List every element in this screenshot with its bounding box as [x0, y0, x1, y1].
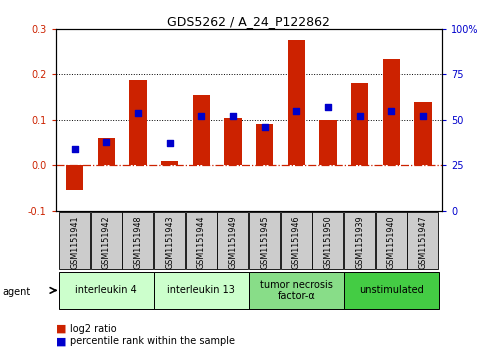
FancyBboxPatch shape — [154, 272, 249, 309]
Point — [261, 124, 269, 130]
Point — [324, 104, 332, 110]
FancyBboxPatch shape — [217, 212, 248, 269]
Point — [102, 139, 110, 144]
FancyBboxPatch shape — [59, 272, 154, 309]
FancyBboxPatch shape — [154, 212, 185, 269]
Point — [71, 146, 78, 152]
Text: log2 ratio: log2 ratio — [70, 323, 117, 334]
Text: agent: agent — [2, 287, 30, 297]
Text: GSM1151950: GSM1151950 — [324, 215, 332, 269]
Text: percentile rank within the sample: percentile rank within the sample — [70, 336, 235, 346]
Text: GSM1151941: GSM1151941 — [70, 215, 79, 269]
FancyBboxPatch shape — [344, 212, 375, 269]
FancyBboxPatch shape — [249, 272, 344, 309]
Bar — [129, 80, 147, 165]
Point — [166, 140, 173, 146]
Text: ■: ■ — [56, 336, 66, 346]
FancyBboxPatch shape — [344, 272, 439, 309]
Bar — [161, 160, 178, 165]
Text: GSM1151947: GSM1151947 — [418, 215, 427, 269]
FancyBboxPatch shape — [59, 212, 90, 269]
FancyBboxPatch shape — [376, 212, 407, 269]
FancyBboxPatch shape — [249, 212, 280, 269]
Text: GSM1151943: GSM1151943 — [165, 215, 174, 269]
Point — [292, 108, 300, 114]
Bar — [193, 95, 210, 165]
Bar — [414, 102, 432, 165]
Bar — [98, 138, 115, 165]
Text: interleukin 13: interleukin 13 — [167, 285, 235, 295]
Title: GDS5262 / A_24_P122862: GDS5262 / A_24_P122862 — [167, 15, 330, 28]
Text: GSM1151946: GSM1151946 — [292, 215, 301, 269]
Point — [387, 108, 395, 114]
Bar — [224, 118, 242, 165]
Bar — [351, 83, 369, 165]
FancyBboxPatch shape — [313, 212, 343, 269]
Bar — [383, 58, 400, 165]
Bar — [66, 165, 83, 190]
Text: GSM1151942: GSM1151942 — [102, 215, 111, 269]
Point — [356, 113, 364, 119]
Text: tumor necrosis
factor-α: tumor necrosis factor-α — [260, 280, 333, 301]
FancyBboxPatch shape — [122, 212, 154, 269]
FancyBboxPatch shape — [281, 212, 312, 269]
Text: interleukin 4: interleukin 4 — [75, 285, 137, 295]
Point — [198, 113, 205, 119]
Bar — [287, 40, 305, 165]
FancyBboxPatch shape — [408, 212, 439, 269]
Text: GSM1151949: GSM1151949 — [228, 215, 238, 269]
Point — [419, 113, 427, 119]
Text: GSM1151944: GSM1151944 — [197, 215, 206, 269]
Text: GSM1151945: GSM1151945 — [260, 215, 269, 269]
Text: ■: ■ — [56, 323, 66, 334]
Point — [134, 110, 142, 115]
FancyBboxPatch shape — [186, 212, 217, 269]
Text: unstimulated: unstimulated — [359, 285, 424, 295]
Text: GSM1151939: GSM1151939 — [355, 215, 364, 269]
Text: GSM1151948: GSM1151948 — [133, 215, 142, 269]
Bar — [256, 124, 273, 165]
Text: GSM1151940: GSM1151940 — [387, 215, 396, 269]
FancyBboxPatch shape — [91, 212, 122, 269]
Point — [229, 113, 237, 119]
Bar — [319, 120, 337, 165]
